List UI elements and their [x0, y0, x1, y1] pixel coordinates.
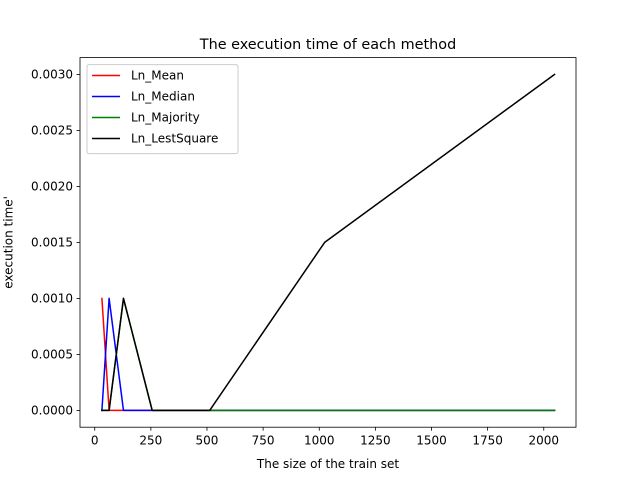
y-axis-ticks: 0.0000 0.0005 0.0010 0.0015 0.0020 0.0025 0.00…: [31, 68, 80, 418]
legend: Ln_Mean Ln_Median Ln_Majority Ln_LestSquare: [86, 64, 239, 155]
x-tick-label: 1000: [304, 434, 335, 448]
y-tick-label: 0.0005: [31, 348, 73, 362]
chart-title: The execution time of each method: [199, 37, 456, 53]
legend-label-ln-median: Ln_Median: [131, 90, 195, 104]
x-axis-ticks: 0 250 500 750 1000 1250 1500 1750 2000: [91, 427, 559, 448]
x-tick-label: 2000: [528, 434, 559, 448]
legend-box: [86, 64, 239, 155]
x-axis-label: The size of the train set: [256, 457, 399, 471]
x-tick-label: 250: [139, 434, 162, 448]
legend-label-ln-majority: Ln_Majority: [131, 111, 200, 125]
series-line-ln-lestsquare: [101, 73, 556, 412]
x-tick-label: 1250: [360, 434, 391, 448]
legend-label-ln-mean: Ln_Mean: [131, 69, 184, 83]
x-tick-label: 1500: [416, 434, 447, 448]
y-axis-label: execution time': [2, 196, 16, 289]
y-tick-label: 0.0020: [31, 180, 73, 194]
y-tick-label: 0.0000: [31, 404, 73, 418]
x-tick-label: 500: [196, 434, 219, 448]
y-tick-label: 0.0010: [31, 292, 73, 306]
x-tick-label: 1750: [472, 434, 503, 448]
y-tick-label: 0.0025: [31, 124, 73, 138]
legend-label-ln-lestsquare: Ln_LestSquare: [131, 132, 218, 146]
y-tick-label: 0.0015: [31, 236, 73, 250]
y-tick-label: 0.0030: [31, 68, 73, 82]
x-tick-label: 750: [252, 434, 275, 448]
x-tick-label: 0: [91, 434, 99, 448]
series-layer: [101, 73, 556, 412]
